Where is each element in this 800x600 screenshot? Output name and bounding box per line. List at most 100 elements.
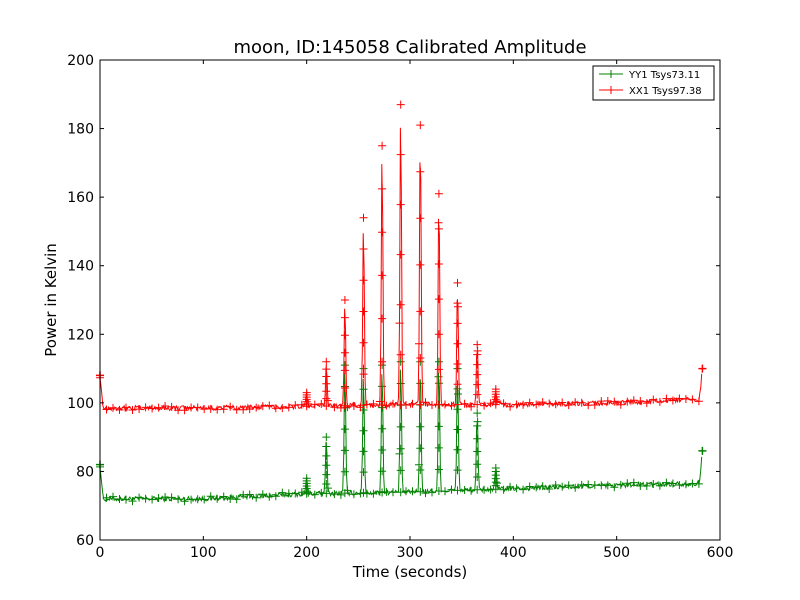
peak-marker [473,434,482,443]
series-marker [662,394,671,403]
series-marker [291,489,300,498]
peak-marker [340,366,349,375]
x-tick-label: 0 [96,545,105,561]
series-marker [467,486,476,495]
peak-marker [378,228,387,237]
series-marker [389,399,397,408]
series-marker [148,495,157,504]
peak-marker [340,313,349,322]
series-marker [219,492,228,501]
peak-marker [473,447,482,456]
series-marker [252,403,261,412]
series-marker [252,493,261,502]
peak-marker [322,433,331,442]
peak-marker [473,400,482,409]
y-tick-label: 120 [67,327,94,343]
series-marker [362,400,371,409]
series-marker [167,493,176,502]
peak-marker [434,330,443,339]
y-tick-label: 160 [67,190,94,206]
peak-marker [453,445,462,454]
series-marker [532,483,541,492]
peak-marker [396,150,405,159]
x-tick-label: 300 [397,545,424,561]
series-marker [330,490,339,499]
series-marker [408,399,417,408]
peak-marker [340,425,349,434]
peak-marker [396,466,405,475]
series-marker [694,479,703,488]
peak-marker [416,466,425,474]
peak-marker [491,385,500,394]
peak-marker [322,365,331,374]
peak-marker [340,446,349,455]
series-marker [447,401,456,410]
peak-marker [434,260,443,268]
chart-title: moon, ID:145058 Calibrated Amplitude [233,37,586,58]
series-marker [486,399,495,408]
series-marker [395,449,404,458]
peak-marker [453,400,462,409]
y-tick-label: 200 [67,53,94,69]
series-marker [232,495,241,504]
series-marker [128,406,137,414]
axes: 0 100 200 300 400 500 600 60 80 100 120 140 160 180 20… [67,53,733,561]
peak-marker [453,486,462,495]
legend-label-xx1: XX1 Tsys97.38 [629,86,702,97]
series-marker [310,400,319,409]
peak-marker [434,357,443,366]
series-marker [623,479,632,488]
peak-marker [434,295,443,304]
y-tick-label: 80 [76,464,94,480]
series-marker [493,397,502,405]
series-markers-yy1 [96,357,707,506]
series-marker [180,406,189,415]
x-axis-label: Time (seconds) [352,563,468,581]
peak-marker [340,384,349,392]
series-marker [206,404,215,413]
peak-marker [416,422,425,431]
series-marker [558,482,567,491]
peak-marker [473,473,482,481]
series-marker [681,480,690,489]
peak-marker [434,443,443,452]
series-marker [161,402,170,410]
series-marker [499,399,508,408]
peak-marker [453,425,462,434]
series-marker [421,489,430,498]
peak-marker [396,422,405,431]
series-markers-xx1 [96,100,707,415]
y-tick-label: 100 [67,396,94,412]
series-marker [616,400,625,409]
peak-marker [416,121,425,130]
series-marker [323,484,332,493]
peak-marker [322,387,331,396]
series-marker [610,397,619,406]
peak-marker [434,465,443,474]
series-marker [219,405,228,414]
series-marker [122,403,130,412]
peak-marker [322,394,331,403]
series-marker [323,396,332,405]
edge-marker [698,446,707,455]
series-marker [154,403,163,412]
peak-marker [453,299,462,308]
series-marker [382,401,391,410]
series-marker [460,486,469,494]
series-marker [590,401,599,409]
series-marker [141,403,150,412]
peak-marker [378,184,387,193]
peak-marker [473,460,482,469]
series-marker [649,480,658,488]
peak-marker [359,245,368,253]
series-marker [102,493,111,502]
peak-marker [453,278,462,287]
peak-marker [396,200,405,209]
peak-marker [416,214,425,223]
legend-marker-yy1 [607,70,615,78]
series-marker [428,488,436,497]
series-marker [564,401,573,410]
series-marker [480,401,489,410]
peak-marker [473,409,482,418]
